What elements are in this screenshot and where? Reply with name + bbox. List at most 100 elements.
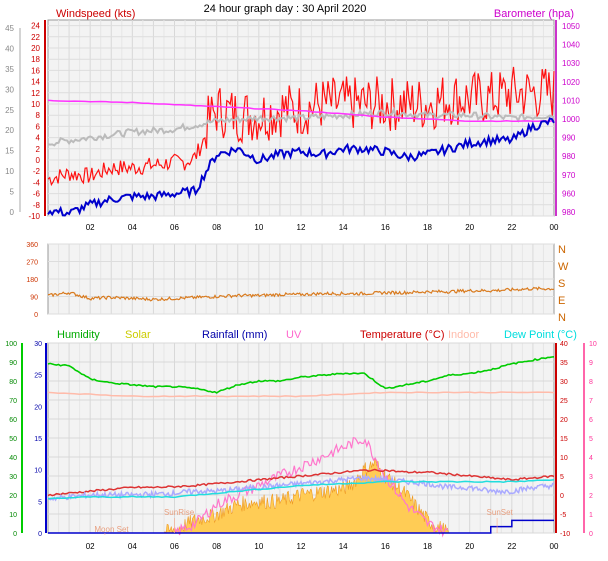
wind-tick-label: 12 [31, 89, 40, 98]
x-tick-label: 00 [550, 542, 559, 551]
x-tick-label: 04 [128, 223, 137, 232]
outer-tick-label: 45 [5, 24, 14, 33]
dewpoint-series [47, 479, 555, 500]
uv-tick-label: 9 [589, 360, 593, 367]
x-tick-label: 08 [212, 542, 221, 551]
baro-tick-label: 1010 [562, 96, 580, 105]
wind-tick-label: 14 [31, 78, 40, 87]
temperature-tick-label: 10 [560, 455, 568, 462]
x-tick-label: 12 [297, 542, 306, 551]
legend-item: Temperature (°C) [360, 329, 444, 341]
wind-axis-label: Windspeed (kts) [56, 8, 135, 20]
x-tick-label: 02 [86, 223, 95, 232]
wind-series [47, 117, 555, 217]
baro-tick-label: 1050 [562, 22, 580, 31]
annotation-label: Moon Set [94, 525, 129, 534]
x-tick-label: 16 [381, 542, 390, 551]
rainfall-series [48, 519, 554, 534]
baro-axis-label: Barometer (hpa) [494, 8, 574, 20]
baro-tick-label: 1030 [562, 59, 580, 68]
rain-tick-label: 25 [34, 373, 42, 380]
wind-tick-label: 8 [36, 111, 41, 120]
compass-label: N [558, 244, 566, 256]
rain-tick-label: 20 [34, 404, 42, 411]
gust-series [47, 66, 555, 187]
outer-tick-label: 35 [5, 65, 14, 74]
temperature-tick-label: 20 [560, 417, 568, 424]
wind-tick-label: 20 [31, 44, 40, 53]
baro-tick-label: 980 [562, 152, 576, 161]
wind-tick-label: 6 [36, 122, 41, 131]
x-tick-label: 14 [339, 223, 348, 232]
uv-tick-label: 10 [589, 341, 597, 348]
temperature-tick-label: 0 [560, 493, 564, 500]
x-tick-label: 18 [423, 542, 432, 551]
temperature-series [47, 468, 555, 497]
uv-tick-label: 2 [589, 493, 593, 500]
outer-tick-label: 40 [5, 44, 14, 53]
baro-tick-label: 980 [562, 208, 576, 217]
x-tick-label: 16 [381, 223, 390, 232]
x-tick-label: 10 [254, 223, 263, 232]
x-tick-label: 06 [170, 223, 179, 232]
temperature-tick-label: 30 [560, 379, 568, 386]
uv-tick-label: 7 [589, 398, 593, 405]
baro-tick-label: 960 [562, 189, 576, 198]
rain-tick-label: 15 [34, 436, 42, 443]
rain-tick-label: 5 [38, 499, 42, 506]
x-tick-label: 20 [465, 223, 474, 232]
wind-tick-label: 4 [36, 134, 41, 143]
outer-tick-label: 20 [5, 126, 14, 135]
temperature-tick-label: 5 [560, 474, 564, 481]
outer-tick-label: 25 [5, 106, 14, 115]
outer-tick-label: 15 [5, 147, 14, 156]
x-tick-label: 20 [465, 542, 474, 551]
wind-tick-label: 10 [31, 100, 40, 109]
uv-tick-label: 3 [589, 474, 593, 481]
direction-tick-label: 90 [30, 295, 38, 302]
rain-tick-label: 30 [34, 341, 42, 348]
graph-title: 24 hour graph day : 30 April 2020 [204, 3, 367, 15]
baro-tick-label: 1040 [562, 41, 580, 50]
humidity-tick-label: 80 [9, 379, 17, 386]
indoor-series [47, 391, 555, 398]
temperature-tick-label: 15 [560, 436, 568, 443]
x-tick-label: 06 [170, 542, 179, 551]
uv-tick-label: 4 [589, 455, 593, 462]
x-tick-label: 02 [86, 542, 95, 551]
wind-tick-label: -4 [33, 178, 41, 187]
baro-tick-label: 1000 [562, 115, 580, 124]
compass-label: N [558, 312, 566, 324]
direction-series [48, 286, 555, 302]
legend-item: Humidity [57, 329, 100, 341]
humidity-tick-label: 50 [9, 436, 17, 443]
legend-item: Rainfall (mm) [202, 329, 267, 341]
barometer-series [47, 99, 555, 123]
rain-tick-label: 0 [38, 531, 42, 538]
temperature-tick-label: 25 [560, 398, 568, 405]
humidity-tick-label: 20 [9, 493, 17, 500]
x-tick-label: 00 [550, 223, 559, 232]
wind-tick-label: 18 [31, 55, 40, 64]
uv-tick-label: 8 [589, 379, 593, 386]
humidity-tick-label: 40 [9, 455, 17, 462]
x-tick-label: 22 [507, 542, 516, 551]
humidity-tick-label: 90 [9, 360, 17, 367]
x-tick-label: 14 [339, 542, 348, 551]
x-tick-label: 04 [128, 542, 137, 551]
baro-tick-label: 970 [562, 171, 576, 180]
uv-tick-label: 0 [589, 531, 593, 538]
humidity-tick-label: 100 [5, 341, 17, 348]
temperature-tick-label: 35 [560, 360, 568, 367]
uv-tick-label: 5 [589, 436, 593, 443]
x-tick-label: 08 [212, 223, 221, 232]
legend-item: Dew Point (°C) [504, 329, 577, 341]
wind-tick-label: 16 [31, 66, 40, 75]
wind-tick-label: 2 [36, 145, 41, 154]
humidity-tick-label: 70 [9, 398, 17, 405]
humidity-tick-label: 30 [9, 474, 17, 481]
wind-tick-label: -2 [33, 167, 41, 176]
compass-label: W [558, 261, 569, 273]
compass-label: S [558, 278, 565, 290]
annotation-label: SunRise [164, 508, 195, 517]
